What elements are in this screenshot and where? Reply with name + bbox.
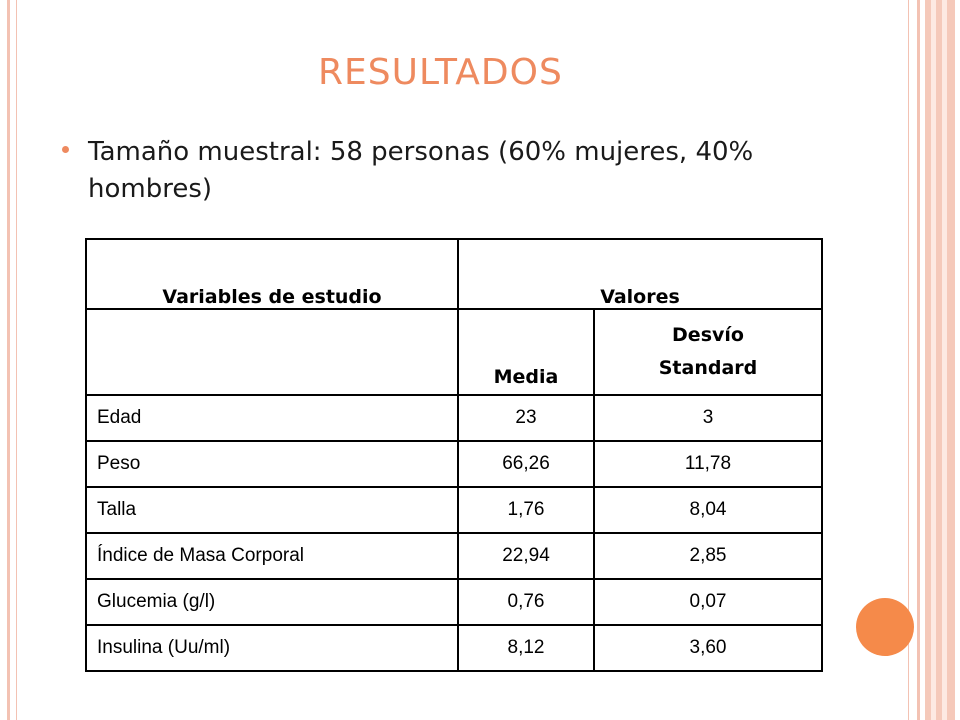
row-media: 23 [457,394,595,442]
decor-stripe [947,0,955,720]
row-label: Peso [85,440,459,488]
slide-frame-outer [7,0,920,720]
row-desvio: 3,60 [593,624,823,672]
table-row: Edad 23 3 [85,394,823,442]
subheader-blank [85,308,459,396]
decor-stripe [925,0,931,720]
row-label: Índice de Masa Corporal [85,532,459,580]
subheader-desvio-line2: Standard [658,357,758,379]
header-variables: Variables de estudio [85,238,459,310]
slide-frame-inner [16,0,909,720]
row-desvio: 11,78 [593,440,823,488]
results-table: Variables de estudio Valores Media Desví… [85,238,823,672]
row-label: Insulina (Uu/ml) [85,624,459,672]
row-label: Talla [85,486,459,534]
header-valores: Valores [457,238,823,310]
decor-circle [856,598,914,656]
row-media: 8,12 [457,624,595,672]
slide-title: RESULTADOS [318,52,563,93]
table-row: Índice de Masa Corporal 22,94 2,85 [85,532,823,580]
row-desvio: 8,04 [593,486,823,534]
row-label: Edad [85,394,459,442]
table-row: Peso 66,26 11,78 [85,440,823,488]
row-media: 1,76 [457,486,595,534]
subheader-media: Media [457,308,595,396]
table-row: Talla 1,76 8,04 [85,486,823,534]
table-row: Glucemia (g/l) 0,76 0,07 [85,578,823,626]
decor-stripe [936,0,942,720]
bullet-dot-icon [62,146,69,153]
bullet-text: Tamaño muestral: 58 personas (60% mujere… [88,137,754,204]
row-media: 66,26 [457,440,595,488]
row-media: 0,76 [457,578,595,626]
decor-stripe-gap [942,0,947,720]
table-subheader-row: Media Desvío Standard [85,308,823,396]
subheader-desvio-line1: Desvío [672,324,744,346]
row-desvio: 2,85 [593,532,823,580]
decor-stripe-gap [931,0,936,720]
table-header-row: Variables de estudio Valores [85,238,823,310]
row-desvio: 0,07 [593,578,823,626]
subheader-desvio: Desvío Standard [593,308,823,396]
row-label: Glucemia (g/l) [85,578,459,626]
row-media: 22,94 [457,532,595,580]
table-row: Insulina (Uu/ml) 8,12 3,60 [85,624,823,672]
row-desvio: 3 [593,394,823,442]
